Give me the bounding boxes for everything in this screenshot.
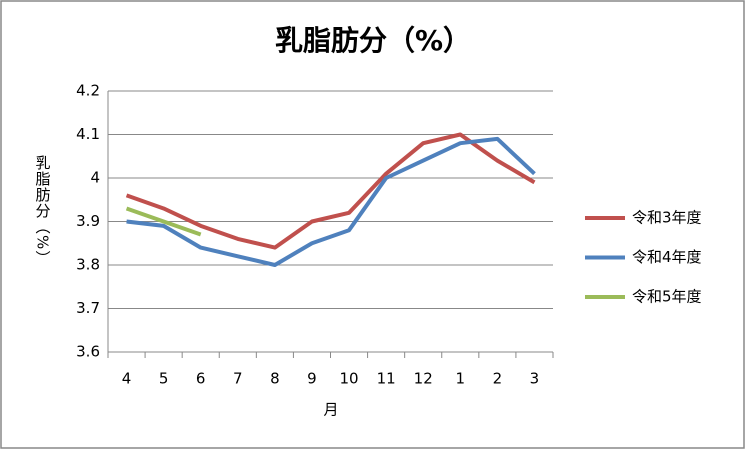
x-tick-label: 11	[377, 370, 396, 388]
series-line	[125, 206, 202, 237]
x-tick-label: 12	[414, 370, 433, 388]
x-axis-label: 月	[323, 401, 338, 419]
chart-title: 乳脂肪分（%）	[275, 24, 471, 57]
y-tick-label: 3.8	[76, 256, 100, 274]
series-line	[126, 136, 536, 267]
x-tick-label: 4	[122, 370, 132, 388]
y-tick-label: 4.2	[76, 82, 100, 100]
y-axis-label: 乳脂肪分（%）	[34, 155, 52, 266]
x-tick-label: 8	[270, 370, 280, 388]
y-tick-label: 4	[90, 169, 100, 187]
x-tick-label: 9	[307, 370, 317, 388]
x-tick-label: 10	[339, 370, 358, 388]
legend-label: 令和3年度	[632, 209, 702, 227]
x-tick-label: 2	[493, 370, 503, 388]
y-tick-label: 3.9	[76, 212, 100, 230]
x-tick-label: 5	[159, 370, 169, 388]
series-line	[125, 132, 536, 250]
legend-label: 令和5年度	[632, 288, 702, 306]
x-tick-label: 1	[456, 370, 466, 388]
y-tick-label: 3.6	[76, 343, 100, 361]
y-tick-label: 4.1	[76, 125, 100, 143]
y-tick-label: 3.7	[76, 299, 100, 317]
legend-label: 令和4年度	[632, 248, 702, 266]
x-tick-label: 6	[196, 370, 206, 388]
x-tick-label: 7	[233, 370, 243, 388]
x-tick-label: 3	[530, 370, 540, 388]
